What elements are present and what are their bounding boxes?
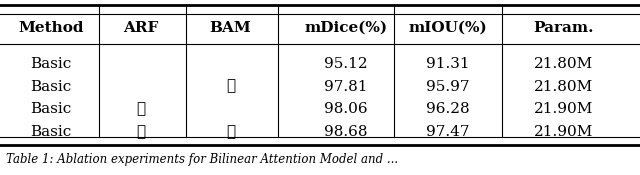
Text: Basic: Basic: [31, 102, 72, 116]
Text: 98.06: 98.06: [324, 102, 367, 116]
Text: 97.47: 97.47: [426, 125, 470, 139]
Text: Basic: Basic: [31, 57, 72, 71]
Text: Table 1: Ablation experiments for Bilinear Attention Model and ...: Table 1: Ablation experiments for Biline…: [6, 153, 399, 166]
Text: 21.90M: 21.90M: [534, 102, 593, 116]
Text: 21.80M: 21.80M: [534, 80, 593, 94]
Text: Param.: Param.: [533, 21, 593, 35]
Text: ✓: ✓: [136, 125, 145, 139]
Text: mDice(%): mDice(%): [304, 21, 387, 35]
Text: 96.28: 96.28: [426, 102, 470, 116]
Text: ✓: ✓: [226, 80, 235, 94]
Text: 21.80M: 21.80M: [534, 57, 593, 71]
Text: ✓: ✓: [226, 125, 235, 139]
Text: BAM: BAM: [209, 21, 252, 35]
Text: 91.31: 91.31: [426, 57, 470, 71]
Text: 98.68: 98.68: [324, 125, 367, 139]
Text: ARF: ARF: [123, 21, 159, 35]
Text: Basic: Basic: [31, 125, 72, 139]
Text: ✓: ✓: [136, 102, 145, 116]
Text: Basic: Basic: [31, 80, 72, 94]
Text: Method: Method: [19, 21, 84, 35]
Text: 95.97: 95.97: [426, 80, 470, 94]
Text: 95.12: 95.12: [324, 57, 367, 71]
Text: mIOU(%): mIOU(%): [408, 21, 488, 35]
Text: 21.90M: 21.90M: [534, 125, 593, 139]
Text: 97.81: 97.81: [324, 80, 367, 94]
